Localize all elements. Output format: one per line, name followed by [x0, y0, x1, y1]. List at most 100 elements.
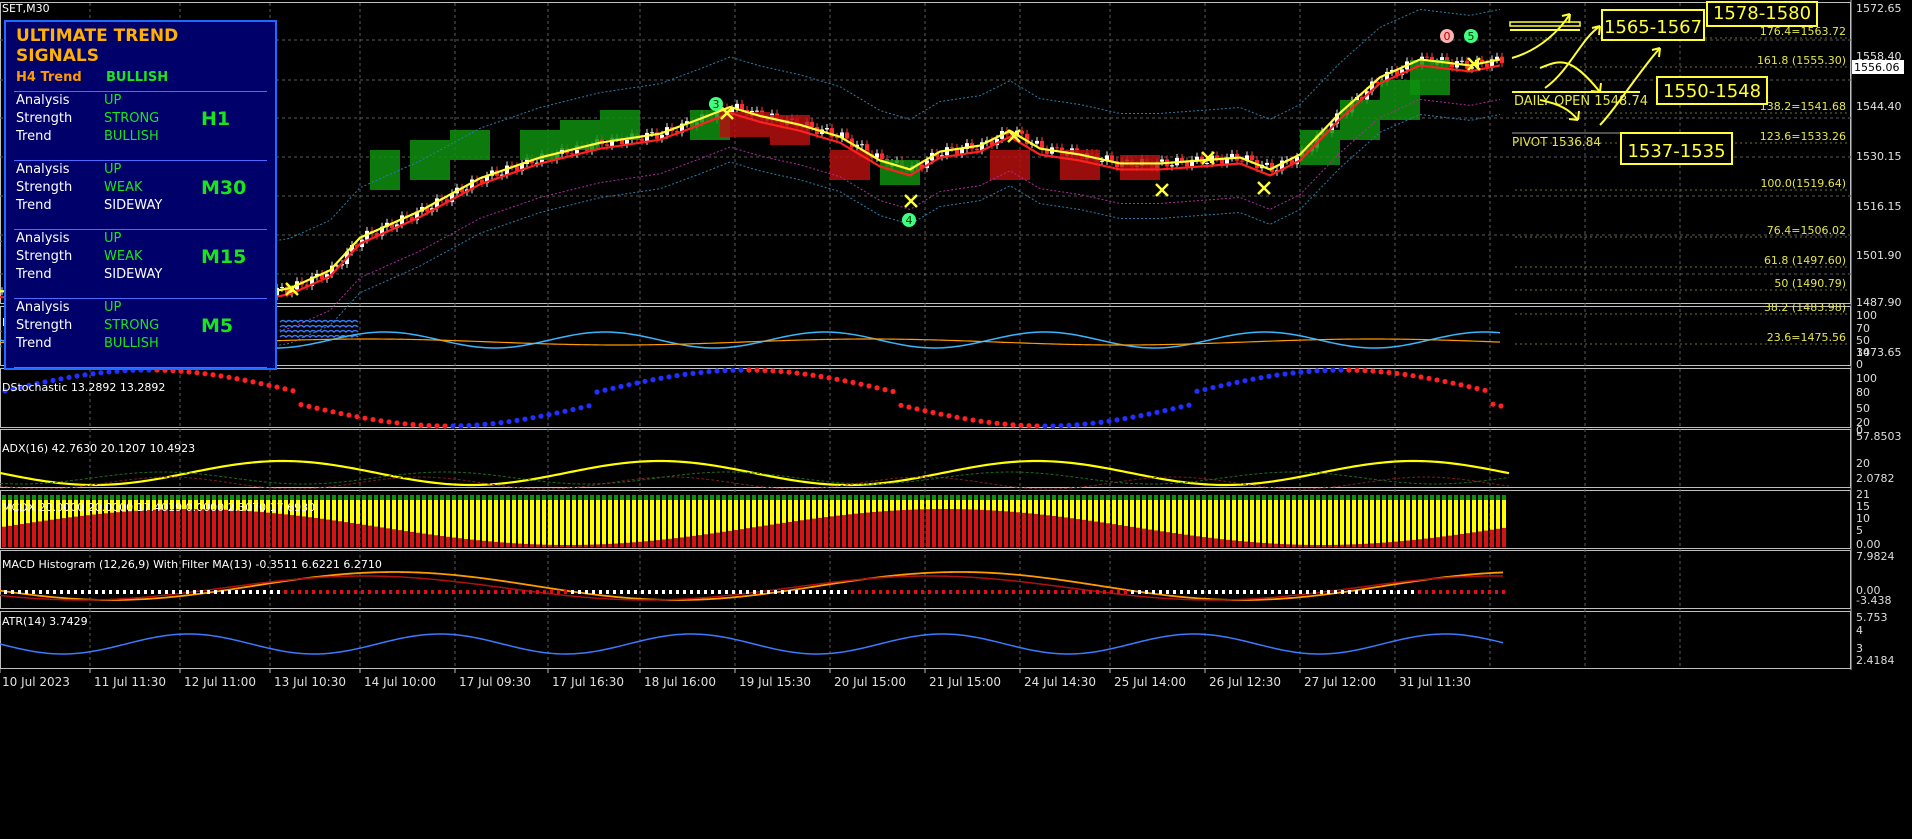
candle-body — [460, 187, 464, 193]
mcdx-red-bar — [1154, 530, 1158, 547]
dstoch-dot — [962, 416, 968, 422]
dstoch-dot — [1002, 421, 1008, 427]
mcdx-red-bar — [1028, 513, 1032, 547]
macd-histogram-bar — [249, 590, 252, 594]
dstoch-dot — [346, 412, 352, 418]
dstoch-dot — [666, 374, 672, 380]
macd-histogram-bar — [1159, 590, 1162, 594]
signal-x-marker — [1467, 57, 1481, 71]
mcdx-red-bar — [116, 512, 120, 547]
mcdx-green-bar — [380, 495, 384, 500]
mcdx-red-bar — [260, 512, 264, 547]
mcdx-red-bar — [770, 524, 774, 547]
candle-body — [285, 287, 289, 294]
dstoch-dot — [82, 372, 88, 378]
wave-label-circle — [1440, 29, 1454, 43]
mcdx-red-bar — [344, 522, 348, 547]
mcdx-green-bar — [1334, 495, 1338, 500]
mcdx-green-bar — [842, 495, 846, 500]
dstoch-dot — [1178, 404, 1184, 410]
mcdx-green-bar — [728, 495, 732, 500]
mcdx-red-bar — [512, 543, 516, 547]
mcdx-green-bar — [590, 495, 594, 500]
time-axis-label: 31 Jul 11:30 — [1399, 675, 1471, 689]
candle-body — [500, 174, 504, 176]
mcdx-red-bar — [380, 527, 384, 547]
mcdx-green-bar — [26, 495, 30, 500]
mcdx-yellow-bar — [2, 500, 6, 547]
macd-histogram-bar — [1103, 590, 1106, 594]
mcdx-green-bar — [1370, 495, 1374, 500]
mcdx-red-bar — [1328, 544, 1332, 547]
dstoch-dot — [1410, 373, 1416, 379]
trend-arrow — [1539, 61, 1601, 93]
mcdx-red-bar — [716, 532, 720, 547]
mcdx-green-bar — [1304, 495, 1308, 500]
mcdx-red-bar — [524, 543, 528, 547]
dstoch-dot — [18, 384, 24, 390]
daily-open-label: DAILY OPEN 1548.74 — [1514, 94, 1648, 109]
dstoch-dot — [466, 422, 472, 429]
signal-row: Strength STRONG — [16, 317, 275, 335]
dstoch-dot — [1114, 417, 1120, 423]
candle-body — [435, 198, 439, 209]
macd-histogram-bar — [284, 590, 287, 594]
mcdx-green-bar — [1124, 495, 1128, 500]
mcdx-green-bar — [1220, 495, 1224, 500]
mcdx-yellow-bar — [1154, 500, 1158, 547]
mcdx-red-bar — [518, 543, 522, 547]
mcdx-red-bar — [290, 515, 294, 547]
macd-histogram-bar — [858, 590, 861, 594]
macd-histogram-bar — [732, 590, 735, 594]
macd-histogram-bar — [711, 590, 714, 594]
mcdx-yellow-bar — [1472, 500, 1476, 547]
candle-body — [685, 121, 689, 124]
mcdx-red-bar — [662, 539, 666, 547]
macd-histogram-bar — [921, 590, 924, 594]
macd-histogram-bar — [179, 590, 182, 594]
mcdx-green-bar — [950, 495, 954, 500]
mcdx-red-bar — [92, 514, 96, 547]
macd-histogram-bar — [1306, 590, 1309, 594]
macd-histogram-bar — [319, 590, 322, 594]
macd-histogram-bar — [466, 590, 469, 594]
mcdx-green-bar — [1478, 495, 1482, 500]
candle-body — [1485, 63, 1489, 68]
mcdx-red-bar — [242, 510, 246, 547]
macd-histogram-bar — [1411, 590, 1414, 594]
dstoch-dot — [306, 403, 312, 410]
dstoch-dot — [1426, 375, 1432, 382]
macd-histogram-bar — [1005, 590, 1008, 594]
signal-label: Strength — [16, 111, 73, 126]
dstoch-dot — [1330, 367, 1336, 373]
mcdx-yellow-bar — [1334, 500, 1338, 547]
macd-histogram-bar — [74, 590, 77, 594]
mcdx-red-bar — [1022, 512, 1026, 547]
mcdx-red-bar — [1052, 515, 1056, 547]
dstoch-dot — [426, 422, 432, 429]
mcdx-yellow-bar — [488, 500, 492, 547]
mcdx-red-bar — [854, 513, 858, 547]
macd-histogram-bar — [1383, 590, 1386, 594]
mcdx-green-bar — [1472, 495, 1476, 500]
mcdx-red-bar — [356, 523, 360, 547]
mcdx-green-bar — [1172, 495, 1176, 500]
dstoch-dot — [1130, 414, 1136, 420]
macd-histogram-bar — [886, 590, 889, 594]
mcdx-green-bar — [182, 495, 186, 500]
macd-histogram-bar — [445, 590, 448, 594]
macd-histogram-bar — [753, 590, 756, 594]
time-axis-label: 24 Jul 14:30 — [1024, 675, 1096, 689]
mcdx-red-bar — [1460, 534, 1464, 547]
mcdx-green-bar — [1142, 495, 1146, 500]
mcdx-red-bar — [812, 518, 816, 547]
dstoch-dot — [522, 416, 528, 422]
mcdx-yellow-bar — [530, 500, 534, 547]
mcdx-yellow-bar — [1448, 500, 1452, 547]
mcdx-red-bar — [452, 537, 456, 547]
mcdx-red-bar — [1472, 532, 1476, 547]
mcdx-green-bar — [698, 495, 702, 500]
macd-histogram-bar — [697, 590, 700, 594]
mcdx-yellow-bar — [644, 500, 648, 547]
